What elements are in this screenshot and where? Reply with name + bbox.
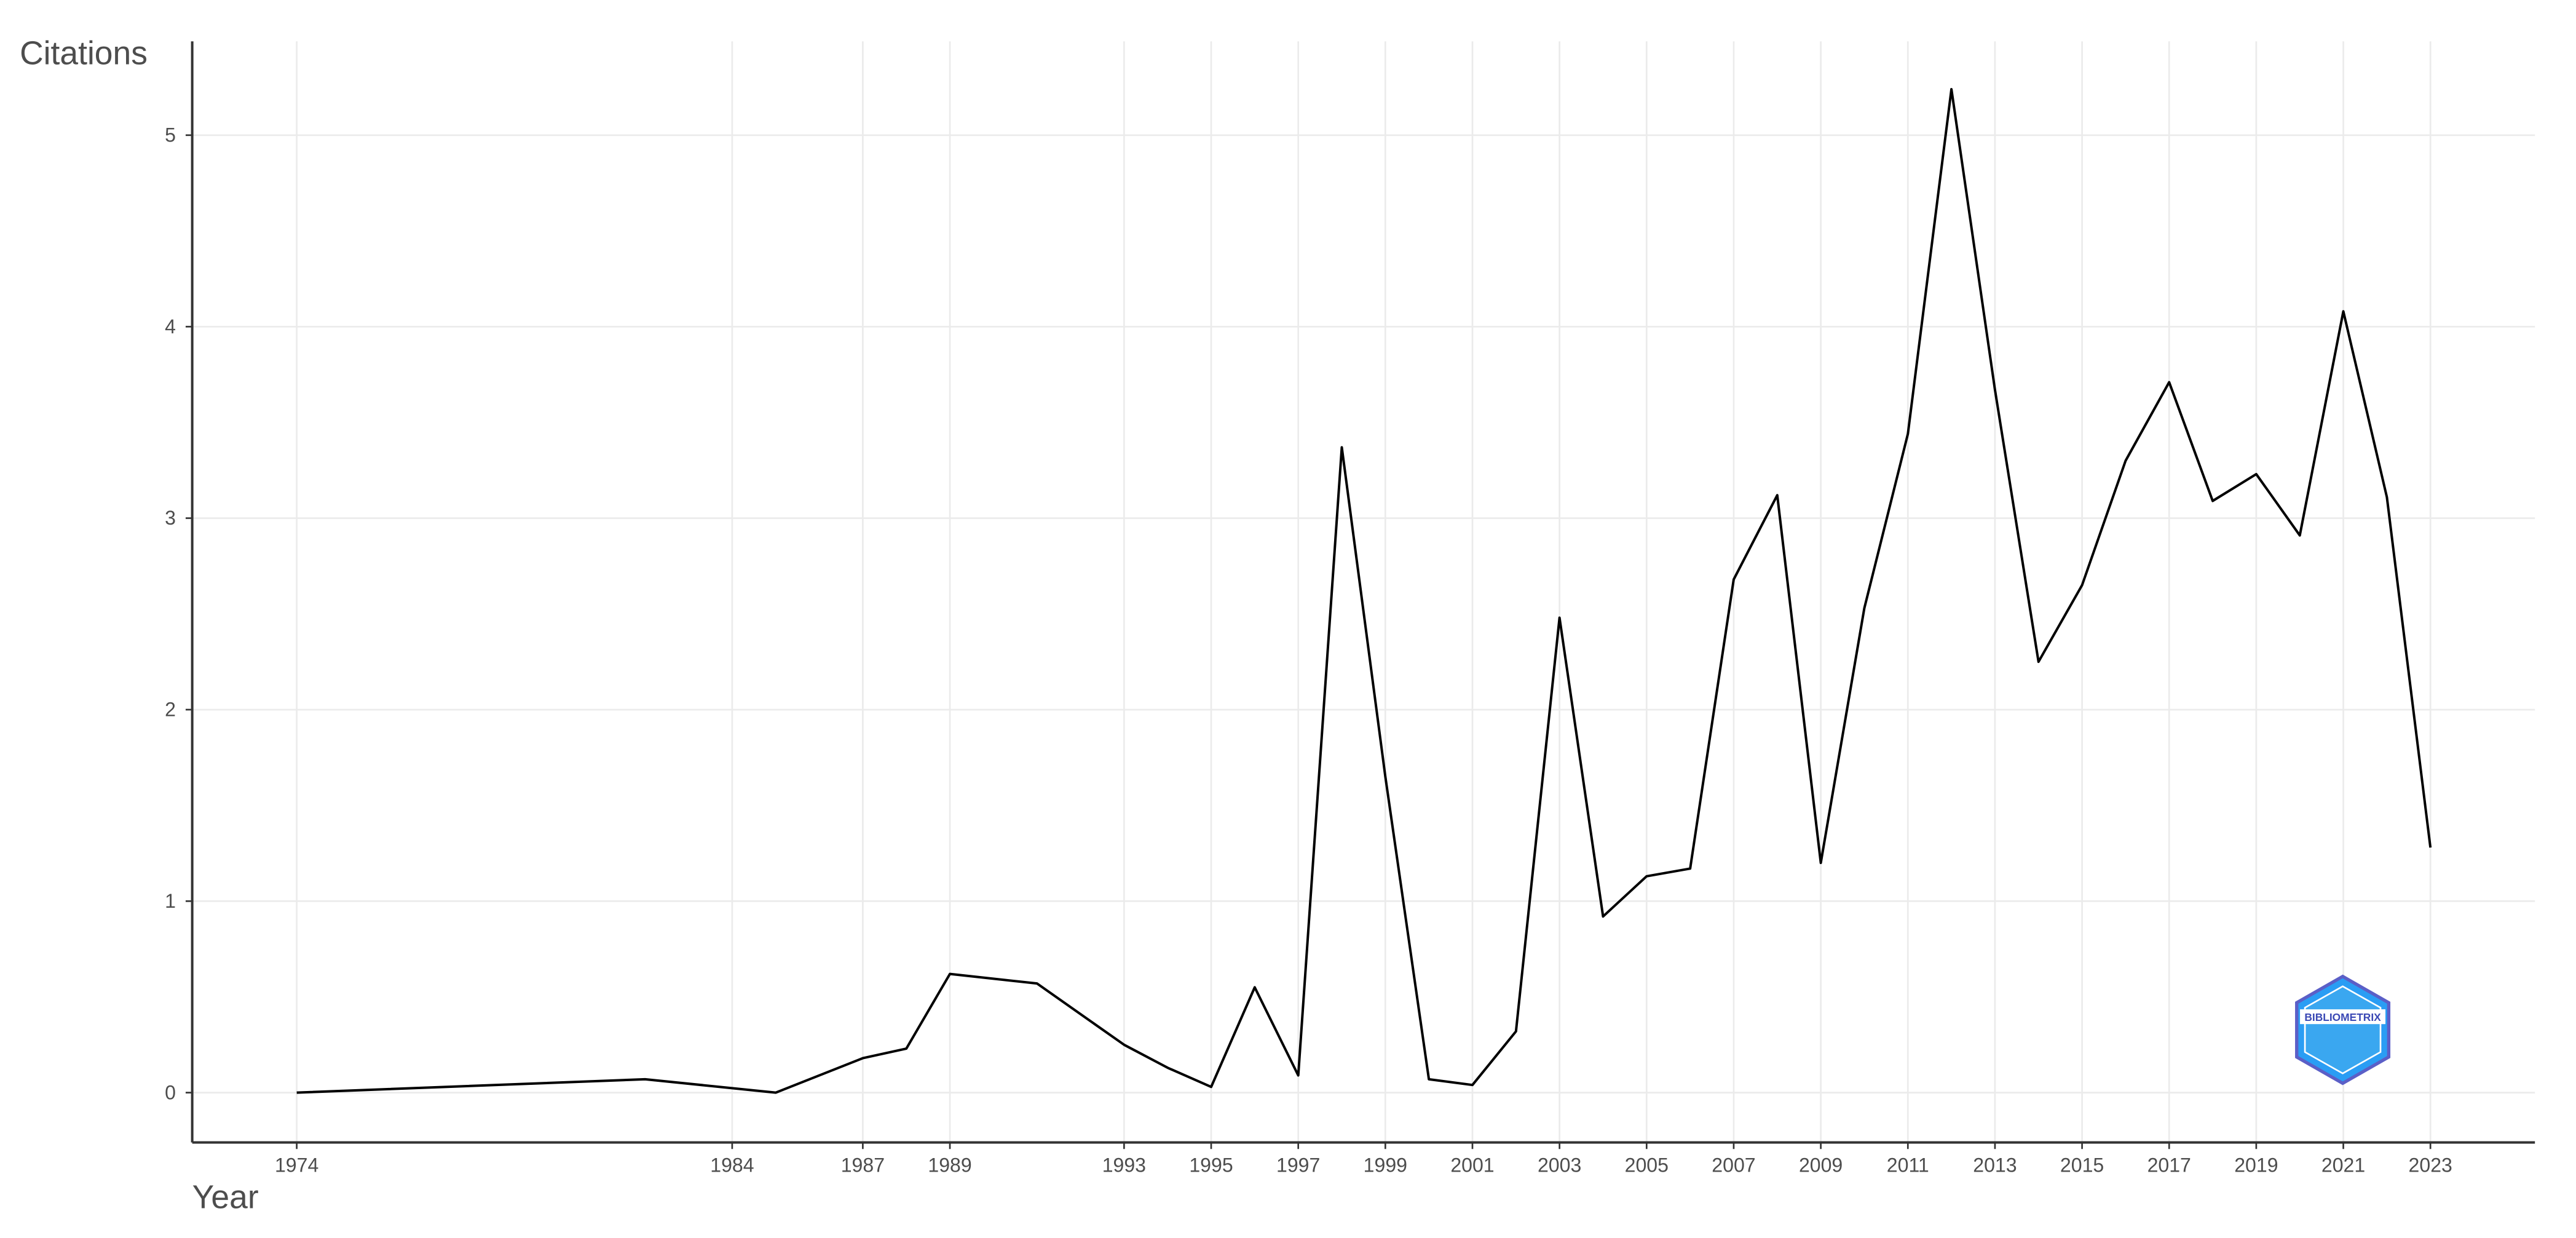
x-tick-label: 1987 xyxy=(841,1154,885,1176)
x-tick-label: 2021 xyxy=(2321,1154,2365,1176)
x-tick-label: 1984 xyxy=(710,1154,754,1176)
x-tick-label: 2015 xyxy=(2060,1154,2104,1176)
x-tick-label: 2009 xyxy=(1799,1154,1843,1176)
x-tick-label: 2019 xyxy=(2234,1154,2278,1176)
y-tick-label: 5 xyxy=(165,124,176,146)
x-tick-label: 2013 xyxy=(1973,1154,2017,1176)
line xyxy=(296,88,2432,1094)
y-tick-label: 4 xyxy=(165,315,176,338)
x-tick-label: 1995 xyxy=(1189,1154,1233,1176)
y-tick-label: 2 xyxy=(165,699,176,721)
x-tick-label: 2007 xyxy=(1712,1154,1755,1176)
x-tick-label: 1997 xyxy=(1276,1154,1320,1176)
x-tick-label: 1999 xyxy=(1364,1154,1407,1176)
x-tick-label: 2023 xyxy=(2409,1154,2452,1176)
x-tick-label: 2001 xyxy=(1450,1154,1494,1176)
x-tick-label: 1993 xyxy=(1102,1154,1146,1176)
y-axis-title: Citations xyxy=(20,36,148,72)
y-tick-label: 3 xyxy=(165,507,176,529)
x-tick-label: 2017 xyxy=(2147,1154,2191,1176)
y-tick-label: 1 xyxy=(165,890,176,912)
x-tick-label: 1989 xyxy=(928,1154,971,1176)
x-tick-label: 2011 xyxy=(1887,1154,1929,1176)
x-tick-label: 2005 xyxy=(1625,1154,1669,1176)
x-tick-label: 1974 xyxy=(275,1154,318,1176)
x-axis-title: Year xyxy=(192,1179,259,1215)
logo-band xyxy=(2300,1009,2386,1025)
logo: BIBLIOMETRIX xyxy=(2295,974,2391,1085)
logo-inner xyxy=(2304,985,2382,1074)
logo-text: BIBLIOMETRIX xyxy=(2304,1011,2381,1023)
x-tick-label: 2003 xyxy=(1538,1154,1581,1176)
y-tick-label: 0 xyxy=(165,1081,176,1103)
